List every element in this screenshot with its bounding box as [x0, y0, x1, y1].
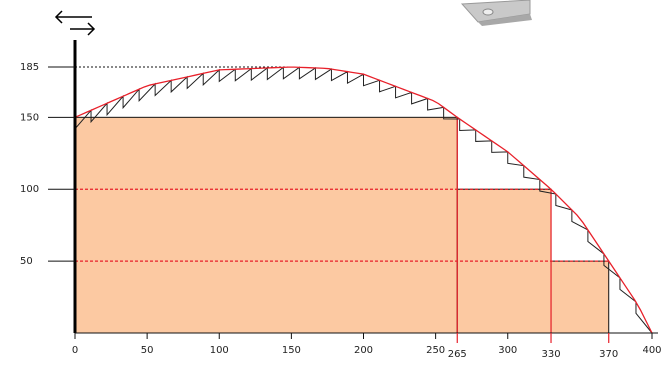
- x-marked-label: 330: [541, 349, 560, 360]
- x-tick-label: 50: [141, 345, 154, 356]
- x-marked-label: 265: [448, 349, 467, 360]
- curve-layer: [74, 66, 653, 334]
- x-marked-label: 370: [599, 349, 618, 360]
- x-tick-label: 400: [642, 345, 661, 356]
- reference-dashes: [75, 66, 609, 262]
- x-tick-label: 300: [498, 345, 517, 356]
- metal-bracket-icon: [460, 0, 532, 26]
- axes: [48, 40, 658, 343]
- x-tick-label: 0: [72, 345, 78, 356]
- x-tick-label: 100: [210, 345, 229, 356]
- y-tick-label: 185: [20, 62, 39, 73]
- y-tick-label: 150: [20, 112, 39, 123]
- sawtooth-line: [74, 66, 653, 334]
- y-tick-label: 50: [20, 256, 33, 267]
- step-rectangles: [74, 116, 610, 334]
- sawtooth: [74, 66, 653, 334]
- double-arrow-icon: [54, 10, 96, 36]
- x-tick-label: 150: [282, 345, 301, 356]
- y-tick-label: 100: [20, 184, 39, 195]
- tick-labels: 185 150 100 50 0 50 100 150 200 250 300 400 265 330 37…: [20, 62, 662, 360]
- curve-line: [74, 66, 653, 334]
- step-rect: [74, 116, 458, 334]
- x-tick-label: 250: [426, 345, 445, 356]
- step-rect: [550, 260, 610, 334]
- x-tick-label: 200: [354, 345, 373, 356]
